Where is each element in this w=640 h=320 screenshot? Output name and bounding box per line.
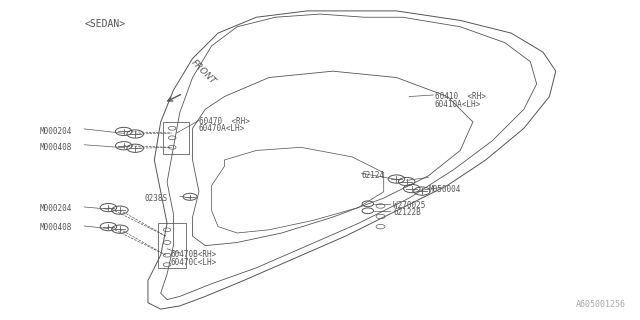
Text: M000408: M000408 (40, 142, 72, 152)
Text: W270025: W270025 (394, 201, 426, 210)
Text: FRONT: FRONT (189, 58, 218, 86)
Text: 0238S: 0238S (145, 194, 168, 203)
Text: M000204: M000204 (40, 127, 72, 136)
Text: <SEDAN>: <SEDAN> (84, 19, 125, 29)
Text: 60410  <RH>: 60410 <RH> (435, 92, 486, 101)
Text: 60470  <RH>: 60470 <RH> (199, 117, 250, 126)
Text: M000408: M000408 (40, 223, 72, 232)
Text: 60470A<LH>: 60470A<LH> (199, 124, 245, 132)
Text: 60470C<LH>: 60470C<LH> (170, 258, 216, 267)
Text: M050004: M050004 (428, 185, 461, 194)
Text: 60470B<RH>: 60470B<RH> (170, 251, 216, 260)
Text: 60410A<LH>: 60410A<LH> (435, 100, 481, 109)
Text: 62122B: 62122B (394, 208, 421, 217)
Text: A605001256: A605001256 (576, 300, 626, 309)
Text: 62124: 62124 (362, 171, 385, 180)
Text: M000204: M000204 (40, 204, 72, 213)
